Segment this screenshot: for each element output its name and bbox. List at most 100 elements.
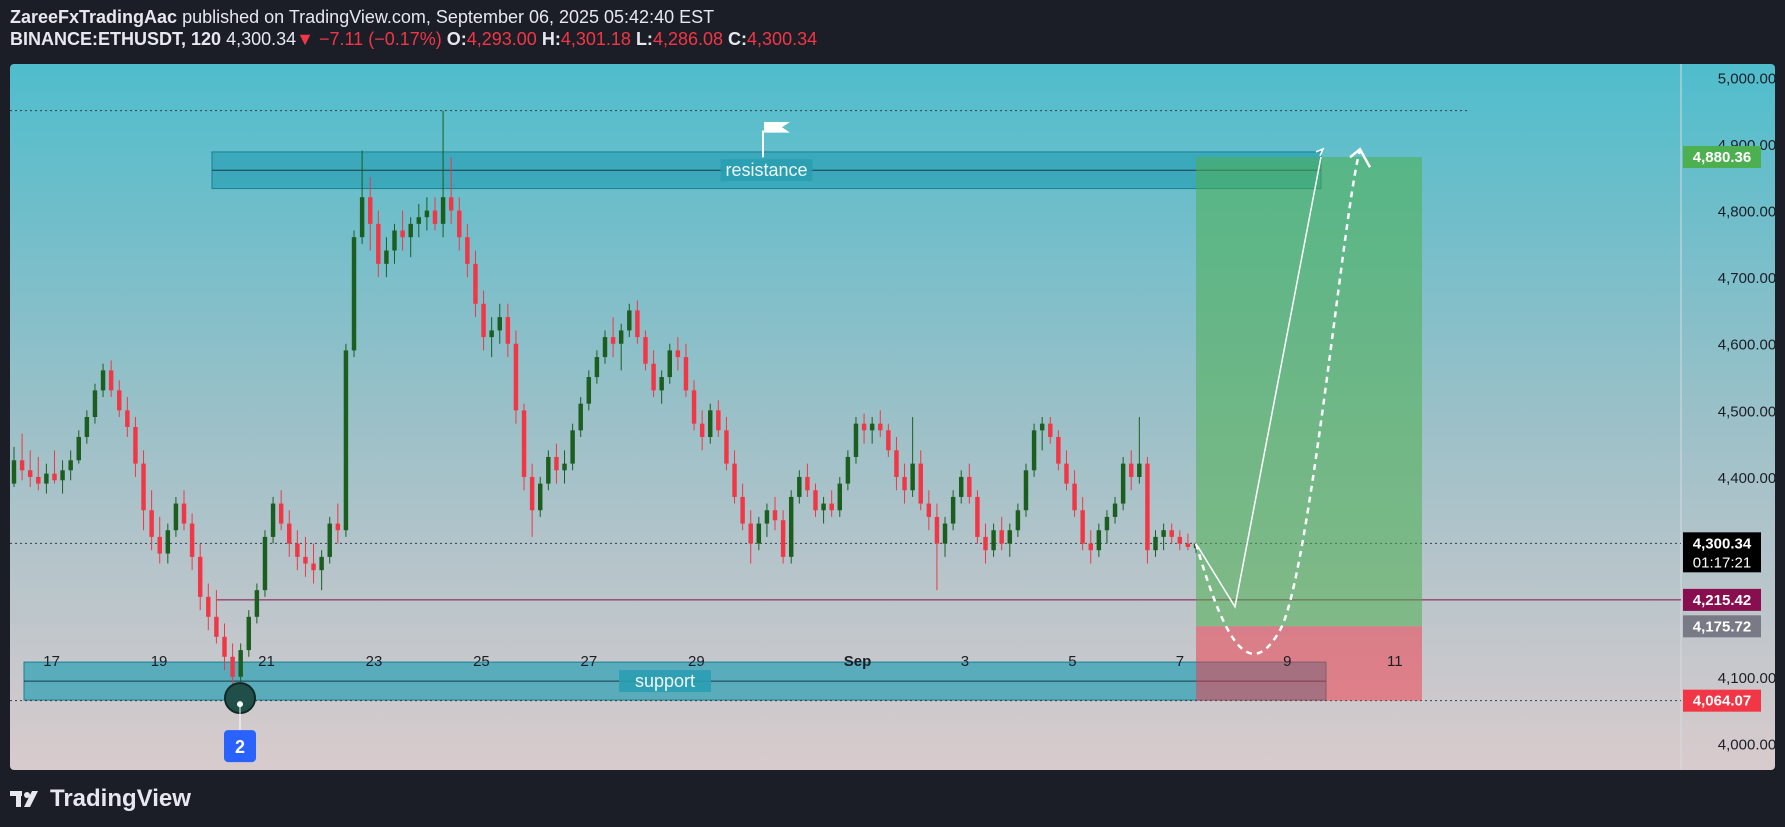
candle-body xyxy=(691,390,697,424)
y-tick-label: 4,700.00 xyxy=(1718,270,1775,287)
candle-body xyxy=(1169,530,1174,537)
candle-body xyxy=(821,503,826,511)
last-price: 4,300.34 xyxy=(226,29,297,49)
candle-body xyxy=(52,473,57,481)
candle-body xyxy=(845,456,851,484)
candle-body xyxy=(1137,463,1142,477)
candle-body xyxy=(76,436,81,461)
candle-body xyxy=(1007,530,1013,544)
price-label: 4,300.34 xyxy=(1693,535,1752,552)
candle-body xyxy=(197,556,203,597)
price-label-bg xyxy=(1683,689,1761,712)
candle-body xyxy=(392,230,397,251)
candle-body xyxy=(262,536,268,591)
chart-area[interactable]: resistance support 2 5,000.00 4,900.00 4,80… xyxy=(10,64,1775,770)
candle-body xyxy=(408,223,413,238)
candle-body xyxy=(772,510,778,521)
candle-body xyxy=(829,503,834,511)
down-arrow-icon: ▼ xyxy=(296,29,314,49)
candle-body xyxy=(562,463,567,471)
candle-body xyxy=(157,536,162,554)
candle-body xyxy=(894,450,899,477)
candle-body xyxy=(311,563,316,571)
flag-icon xyxy=(764,121,790,133)
candle-body xyxy=(181,503,187,524)
candle-body xyxy=(764,510,770,524)
candle-body xyxy=(497,317,502,331)
candle-body xyxy=(303,556,308,564)
publish-line: ZareeFxTradingAac published on TradingVi… xyxy=(10,6,817,28)
candle-body xyxy=(60,470,65,481)
candle-body xyxy=(797,476,802,497)
candle-body xyxy=(1039,423,1045,431)
projection-dashed-path xyxy=(1194,150,1362,655)
candle-body xyxy=(554,456,559,471)
candle-body xyxy=(999,530,1004,544)
x-tick-label: 5 xyxy=(1068,653,1076,670)
candle-body xyxy=(206,596,211,617)
candle-body xyxy=(36,476,41,484)
candle-body xyxy=(886,430,891,451)
x-tick-label: 21 xyxy=(258,653,275,670)
x-tick-label: 11 xyxy=(1387,653,1403,670)
candle-body xyxy=(643,337,648,364)
candle-body xyxy=(1185,543,1191,547)
candle-body xyxy=(1161,530,1166,537)
x-tick-label: 7 xyxy=(1176,653,1184,670)
candle-body xyxy=(1153,536,1158,551)
candle-body xyxy=(708,410,713,437)
marker-badge xyxy=(224,730,256,763)
candle-body xyxy=(11,460,17,484)
projection-solid-path xyxy=(1195,156,1322,609)
y-tick-label: 4,800.00 xyxy=(1718,204,1775,221)
candle-body xyxy=(1096,530,1102,551)
candle-body xyxy=(1072,483,1077,511)
candle-body xyxy=(278,503,284,524)
candle-body xyxy=(926,503,932,517)
y-tick-label: 4,500.00 xyxy=(1718,403,1775,420)
symbol-label: BINANCE:ETHUSDT, 120 xyxy=(10,29,222,49)
support-label-bg xyxy=(619,670,711,693)
candle-body xyxy=(133,426,138,464)
candle-body xyxy=(481,303,486,338)
candle-body xyxy=(359,197,365,238)
x-tick-label: 9 xyxy=(1283,653,1291,670)
candle-body xyxy=(173,503,179,531)
candle-body xyxy=(610,337,616,344)
candle-body xyxy=(1064,463,1069,484)
candle-body xyxy=(918,463,923,504)
candle-body xyxy=(586,377,592,404)
price-label: 4,064.07 xyxy=(1693,693,1751,710)
candle-body xyxy=(1056,436,1061,464)
candle-body xyxy=(1120,463,1126,504)
candle-body xyxy=(910,463,915,491)
candle-body xyxy=(448,197,454,211)
profit-zone xyxy=(1196,157,1422,627)
candle-body xyxy=(1080,510,1085,544)
candle-body xyxy=(805,476,810,491)
candle-body xyxy=(473,263,478,304)
candle-body xyxy=(68,460,73,471)
price-label-bg xyxy=(1683,532,1761,573)
candle-body xyxy=(635,310,640,338)
candle-body xyxy=(1112,503,1118,517)
chart-header: ZareeFxTradingAac published on TradingVi… xyxy=(10,6,817,50)
tradingview-logo-icon xyxy=(10,791,38,807)
candle-body xyxy=(570,430,575,464)
candle-body xyxy=(1088,543,1093,551)
candle-body xyxy=(327,523,332,557)
x-tick-label: 29 xyxy=(688,653,705,670)
price-change: −7.11 (−0.17%) xyxy=(318,29,442,49)
candle-body xyxy=(529,476,535,511)
candle-body xyxy=(27,470,33,477)
candle-body xyxy=(667,350,672,378)
candle-body xyxy=(214,616,219,637)
candle-body xyxy=(270,503,276,537)
author-name[interactable]: ZareeFxTradingAac xyxy=(10,7,178,27)
close-label: C: xyxy=(728,29,748,49)
candle-body xyxy=(424,210,430,218)
candle-body xyxy=(141,463,146,511)
candle-body xyxy=(659,377,664,391)
support-label: support xyxy=(635,671,695,691)
